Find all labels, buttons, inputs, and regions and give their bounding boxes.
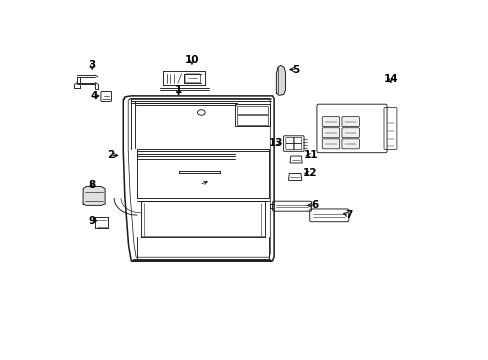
FancyBboxPatch shape [322, 139, 339, 149]
Text: 7: 7 [345, 210, 352, 220]
Text: 2: 2 [106, 150, 114, 161]
Text: 4: 4 [91, 91, 98, 101]
Text: 9: 9 [88, 216, 96, 226]
FancyBboxPatch shape [341, 117, 359, 127]
Text: 8: 8 [88, 180, 96, 190]
Polygon shape [83, 186, 105, 205]
Text: 5: 5 [292, 64, 299, 75]
Text: 6: 6 [311, 201, 318, 210]
Polygon shape [276, 66, 285, 95]
Text: 12: 12 [302, 168, 317, 179]
Bar [237, 115, 268, 125]
Text: 1: 1 [175, 85, 182, 95]
Text: 13: 13 [268, 138, 283, 148]
Bar [235, 104, 270, 126]
FancyBboxPatch shape [322, 117, 339, 127]
Text: 10: 10 [184, 55, 199, 65]
FancyBboxPatch shape [341, 128, 359, 138]
Bar [237, 105, 268, 114]
FancyBboxPatch shape [341, 139, 359, 149]
Text: 14: 14 [383, 74, 397, 84]
Text: 11: 11 [304, 150, 318, 161]
FancyBboxPatch shape [322, 128, 339, 138]
Text: 3: 3 [88, 60, 96, 70]
